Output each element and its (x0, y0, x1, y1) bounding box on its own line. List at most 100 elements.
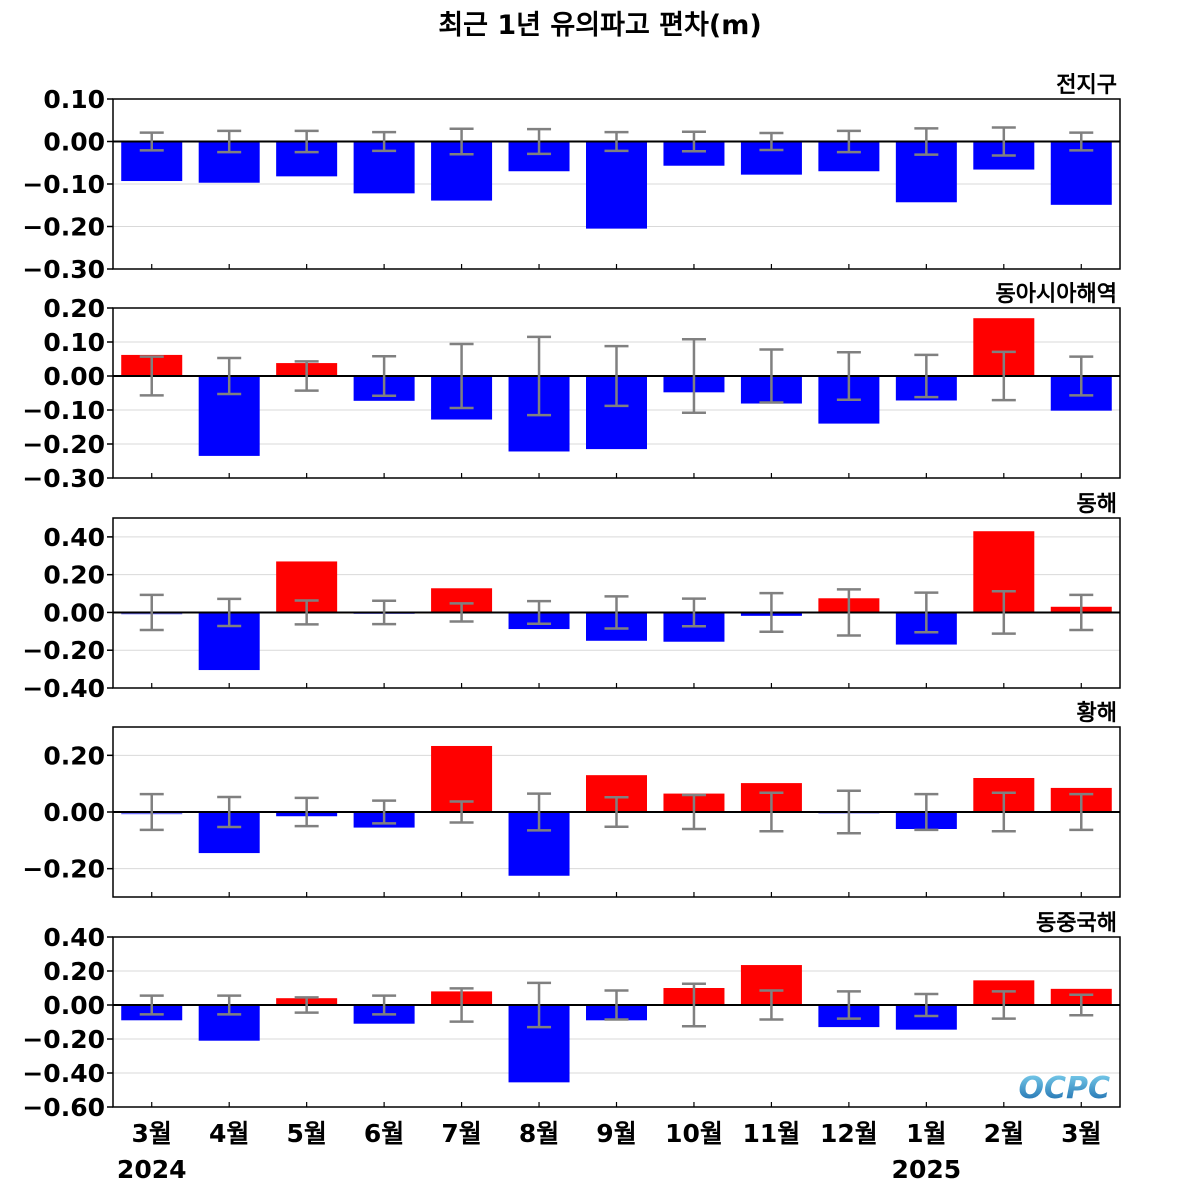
error-bar (372, 355, 397, 397)
error-bar (294, 996, 319, 1014)
error-bar (139, 792, 164, 832)
y-tick-label: −0.10 (22, 170, 105, 199)
error-bar (372, 799, 397, 825)
year-label: 2025 (892, 1155, 962, 1184)
error-bar (914, 353, 939, 399)
error-bar (294, 360, 319, 392)
panel-title: 동중국해 (1036, 911, 1117, 936)
error-bar (139, 994, 164, 1016)
error-bar (527, 599, 552, 626)
y-tick-label: 0.10 (43, 85, 105, 114)
error-bar (604, 595, 629, 630)
chart-title: 최근 1년 유의파고 편차(m) (438, 10, 761, 41)
error-bar (139, 355, 164, 397)
panel-frame (112, 936, 1121, 1108)
error-bar (449, 127, 474, 156)
error-bar (1069, 355, 1094, 397)
y-tick-label: 0.20 (43, 741, 105, 770)
y-tick-label: −0.30 (22, 464, 105, 493)
error-bar (914, 792, 939, 832)
y-tick-label: 0.20 (43, 957, 105, 986)
error-bar (294, 796, 319, 828)
error-bar (527, 335, 552, 417)
error-bar (372, 130, 397, 153)
error-bar (991, 590, 1016, 635)
error-bar (991, 791, 1016, 833)
y-tick-label: −0.20 (22, 430, 105, 459)
error-bar (759, 791, 784, 833)
panel-title: 동해 (1077, 492, 1117, 517)
panel-frame (112, 307, 1121, 479)
error-bar (836, 990, 861, 1020)
x-tick-label: 3월 (1061, 1119, 1101, 1148)
x-tick-label: 5월 (286, 1119, 326, 1148)
panel-2: 동아시아해역 0.20 0.10 0.00 −0.10 −0.20 −0.30 (22, 282, 1121, 493)
panel-title: 동아시아해역 (996, 282, 1117, 307)
error-bar (139, 593, 164, 632)
error-bar (217, 795, 242, 829)
x-tick-label: 1월 (906, 1119, 946, 1148)
y-tick-label: 0.00 (43, 598, 105, 627)
error-bar (836, 588, 861, 637)
error-bar (836, 350, 861, 402)
y-tick-label: 0.40 (43, 923, 105, 952)
bar (586, 141, 647, 229)
y-tick-label: 0.00 (43, 362, 105, 391)
panel-5: 동중국해 0.40 0.20 0.00 −0.20 −0.40 −0.60 (22, 911, 1121, 1122)
panel-title: 전지구 (1056, 73, 1117, 98)
y-tick-label: −0.60 (22, 1093, 105, 1122)
error-bar (294, 599, 319, 626)
y-tick-label: −0.10 (22, 396, 105, 425)
error-bar (217, 129, 242, 154)
error-bar (759, 348, 784, 404)
error-bar (449, 987, 474, 1023)
error-bar (836, 789, 861, 835)
error-bar (836, 129, 861, 154)
error-bar (681, 982, 706, 1028)
y-tick-label: 0.00 (43, 991, 105, 1020)
error-bar (604, 796, 629, 828)
panel-frame (112, 98, 1121, 270)
error-bar (527, 792, 552, 832)
x-tick-label: 9월 (596, 1119, 636, 1148)
x-tick-label: 7월 (441, 1119, 481, 1148)
error-bar (217, 597, 242, 628)
panel-frame (112, 517, 1121, 689)
error-bar (449, 800, 474, 824)
bar (1050, 141, 1112, 205)
error-bar (759, 591, 784, 633)
x-tick-label: 2월 (984, 1119, 1024, 1148)
year-label: 2024 (117, 1155, 187, 1184)
x-tick-label: 6월 (364, 1119, 404, 1148)
error-bar (527, 981, 552, 1029)
error-bar (217, 994, 242, 1016)
error-bar (217, 356, 242, 396)
panel-title: 황해 (1077, 701, 1117, 726)
ocpc-logo: OCPC (1018, 1071, 1110, 1106)
y-tick-label: 0.40 (43, 523, 105, 552)
y-tick-label: −0.30 (22, 255, 105, 284)
error-bar (1069, 792, 1094, 832)
error-bar (294, 129, 319, 154)
panel-1: 전지구 0.10 0.00 −0.10 −0.20 −0.30 (22, 73, 1121, 284)
error-bar (527, 127, 552, 156)
error-bar (991, 990, 1016, 1020)
y-tick-label: 0.00 (43, 128, 105, 157)
y-tick-label: 0.10 (43, 328, 105, 357)
x-tick-label: 8월 (519, 1119, 559, 1148)
error-bar (681, 130, 706, 153)
error-bar (372, 994, 397, 1016)
error-bar (681, 793, 706, 831)
error-bar (139, 131, 164, 152)
panel-3: 동해 0.40 0.20 0.00 −0.20 −0.40 (22, 492, 1121, 703)
error-bar (449, 342, 474, 410)
x-tick-label: 11월 (743, 1119, 801, 1148)
error-bar (604, 130, 629, 153)
error-bar (1069, 131, 1094, 152)
error-bar (681, 338, 706, 414)
y-tick-label: 0.00 (43, 798, 105, 827)
y-tick-label: −0.20 (22, 855, 105, 884)
y-tick-label: 0.20 (43, 561, 105, 590)
